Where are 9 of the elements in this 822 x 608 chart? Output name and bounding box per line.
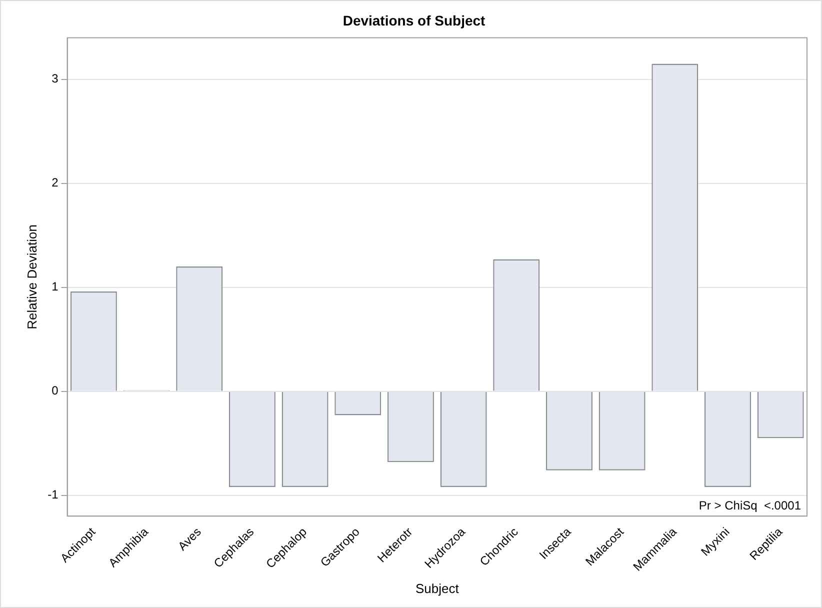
y-axis-title: Relative Deviation bbox=[24, 224, 40, 330]
y-tick-label: 2 bbox=[52, 176, 59, 190]
annotation: Pr > ChiSq <.0001 bbox=[698, 498, 802, 512]
chart-title: Deviations of Subject bbox=[342, 12, 486, 28]
y-tick-label: 0 bbox=[52, 384, 59, 398]
y-tick-label: 3 bbox=[52, 72, 59, 86]
x-axis-title: Subject bbox=[415, 580, 460, 596]
y-tick-label: -1 bbox=[48, 488, 59, 502]
y-tick-label: 1 bbox=[52, 280, 59, 294]
